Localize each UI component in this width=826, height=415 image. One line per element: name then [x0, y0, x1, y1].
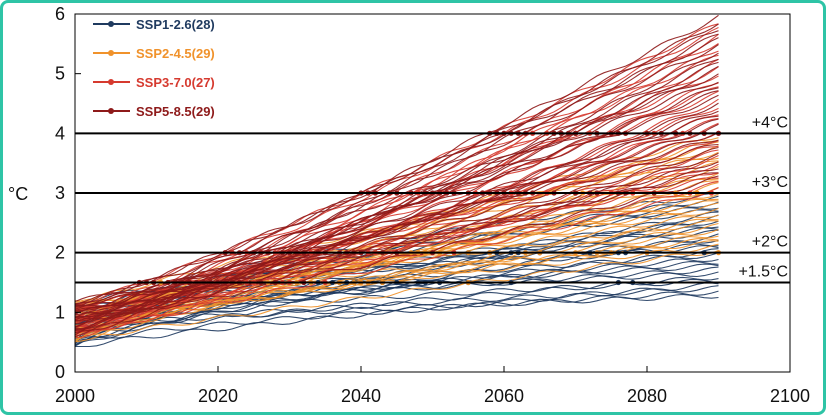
x-tick-label: 2100 [770, 386, 810, 406]
series-line [75, 114, 719, 339]
series-line [75, 187, 719, 333]
series-line [75, 154, 719, 333]
legend-entry: SSP3-7.0(27) [136, 75, 215, 90]
legend-marker [108, 108, 114, 114]
series-line [75, 14, 719, 319]
series-line [75, 52, 719, 328]
threshold-label: +1.5°C [738, 264, 788, 281]
legend: SSP1-2.6(28) SSP2-4.5(29) SSP3-7.0(27) SSP5… [93, 17, 215, 119]
projection-lines [75, 14, 719, 348]
legend-entry: SSP1-2.6(28) [136, 17, 215, 32]
series-line [75, 282, 719, 348]
y-tick-label: 6 [55, 4, 65, 24]
series-line [75, 132, 719, 315]
threshold-lines: +1.5°C +2°C +3°C +4°C [75, 114, 790, 284]
series-line [75, 30, 719, 307]
series-line [75, 218, 719, 334]
series-line [75, 23, 719, 336]
y-tick-label: 4 [55, 123, 65, 143]
series-line [75, 139, 719, 305]
series-line [75, 58, 719, 331]
legend-marker [108, 50, 114, 56]
axes: 2000 2020 2040 2060 2080 2100 0 1 2 3 4 5 6 [55, 4, 810, 406]
series-line [75, 175, 719, 320]
x-tick-label: 2020 [198, 386, 238, 406]
y-axis-label: °C [8, 184, 28, 204]
y-tick-label: 2 [55, 243, 65, 263]
legend-entry: SSP2-4.5(29) [136, 46, 215, 61]
y-tick-label: 1 [55, 302, 65, 322]
threshold-label: +4°C [752, 114, 788, 131]
legend-entry: SSP5-8.5(29) [136, 104, 215, 119]
x-tick-label: 2080 [627, 386, 667, 406]
series-line [75, 110, 719, 338]
series-line [75, 73, 719, 303]
series-line [75, 250, 719, 342]
legend-marker [108, 79, 114, 85]
y-tick-label: 3 [55, 183, 65, 203]
series-line [75, 193, 719, 336]
legend-marker [108, 21, 114, 27]
y-tick-label: 5 [55, 64, 65, 84]
x-tick-label: 2000 [55, 386, 95, 406]
series-line [75, 33, 719, 332]
x-tick-label: 2040 [341, 386, 381, 406]
threshold-label: +3°C [752, 174, 788, 191]
series-line [75, 290, 719, 346]
threshold-label: +2°C [752, 234, 788, 251]
x-tick-label: 2060 [484, 386, 524, 406]
series-line [75, 102, 719, 321]
y-tick-label: 0 [55, 362, 65, 382]
